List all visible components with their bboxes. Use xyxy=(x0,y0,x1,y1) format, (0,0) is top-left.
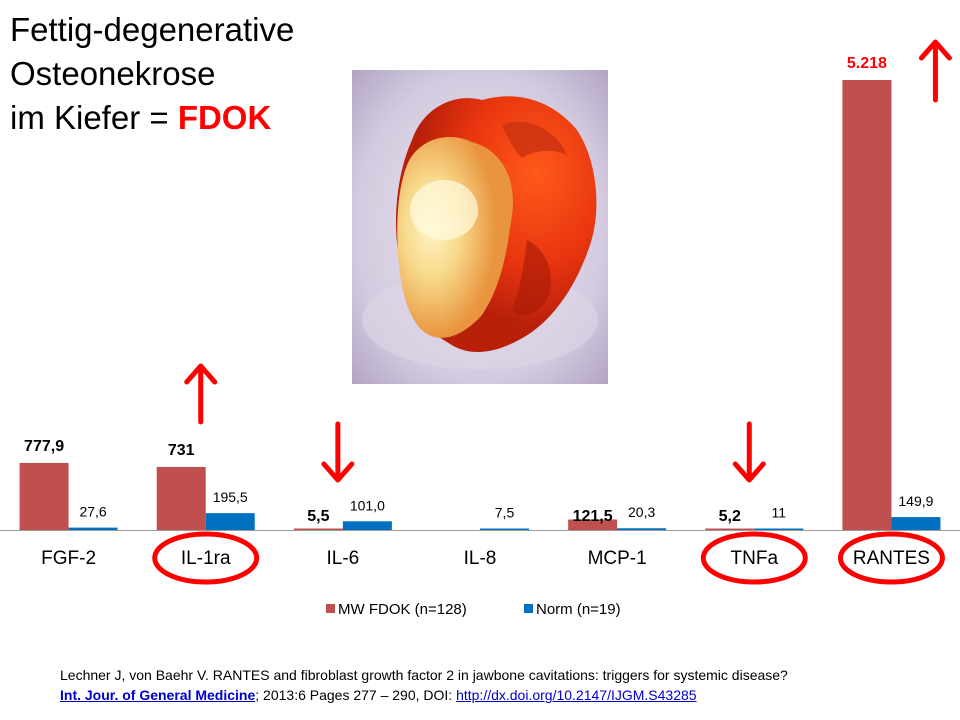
title-accent-fdok: FDOK xyxy=(177,99,272,136)
bar-mcp-1-fdok xyxy=(568,519,618,530)
slide-title: Fettig-degenerative Osteonekrose im Kief… xyxy=(10,8,294,140)
category-label-fgf-2: FGF-2 xyxy=(41,548,96,569)
value-label-mcp-1-norm: 20,3 xyxy=(628,504,655,520)
citation: Lechner J, von Baehr V. RANTES and fibro… xyxy=(60,665,788,705)
value-label-rantes-norm: 149,9 xyxy=(898,493,933,509)
legend-item-norm: Norm (n=19) xyxy=(524,601,621,618)
citation-details: ; 2013:6 Pages 277 – 290, DOI: xyxy=(255,687,457,703)
value-label-tnfa-fdok: 5,2 xyxy=(719,508,741,525)
value-label-fgf-2-norm: 27,6 xyxy=(79,504,106,520)
bar-il-1ra-norm xyxy=(205,513,255,530)
category-label-mcp-1: MCP-1 xyxy=(588,548,647,569)
bar-rantes-norm xyxy=(891,517,941,530)
value-label-fgf-2-fdok: 777,9 xyxy=(24,438,64,455)
value-label-il-1ra-fdok: 731 xyxy=(168,442,195,459)
value-label-mcp-1-fdok: 121,5 xyxy=(573,508,613,525)
category-label-il-8: IL-8 xyxy=(464,548,497,569)
bar-il-1ra-fdok xyxy=(156,466,206,530)
x-axis-category-labels: FGF-2 IL-1ra IL-6 IL-8 MCP-1 TNFa RANTES xyxy=(41,548,930,569)
arrow-up-il-1ra xyxy=(184,363,218,425)
bar-tnfa-fdok xyxy=(705,528,755,530)
arrow-head xyxy=(321,461,355,483)
highlight-circle-tnfa xyxy=(700,531,808,585)
bar-il-6-norm xyxy=(342,521,392,530)
value-label-il-1ra-norm: 195,5 xyxy=(213,489,248,505)
value-label-il-6-fdok: 5,5 xyxy=(307,508,329,525)
title-line-1: Fettig-degenerative xyxy=(10,11,295,48)
bar-fgf-2-norm xyxy=(68,527,118,530)
bar-il-6-fdok xyxy=(293,528,343,530)
citation-source-line: Int. Jour. of General Medicine; 2013:6 P… xyxy=(60,685,788,705)
value-label-il-6-norm: 101,0 xyxy=(350,497,385,513)
legend-item-fdok: MW FDOK (n=128) xyxy=(326,601,467,618)
bar-tnfa-norm xyxy=(754,528,804,530)
tissue-sample-photo xyxy=(352,70,608,384)
arrow-down-tnfa xyxy=(732,421,766,483)
bar-mcp-1-norm xyxy=(617,528,667,530)
bar-fgf-2-fdok xyxy=(19,462,69,530)
journal-link[interactable]: Int. Jour. of General Medicine xyxy=(60,687,256,703)
bar-il-8-norm xyxy=(480,528,529,530)
category-label-tnfa: TNFa xyxy=(731,548,779,569)
bar-rantes-fdok xyxy=(842,80,892,530)
category-label-rantes: RANTES xyxy=(853,548,930,569)
legend-swatch xyxy=(524,604,533,613)
title-line-3: im Kiefer = FDOK xyxy=(10,96,294,140)
arrow-down-il-6 xyxy=(321,421,355,483)
legend-label: Norm (n=19) xyxy=(536,601,621,618)
value-label-rantes-fdok: 5.218 xyxy=(847,55,887,72)
arrow-head xyxy=(918,39,952,61)
title-line-3-prefix: im Kiefer = xyxy=(10,99,178,136)
doi-link[interactable]: http://dx.doi.org/10.2147/IJGM.S43285 xyxy=(456,687,697,703)
arrow-head xyxy=(184,363,218,385)
highlight-circle-il-1ra xyxy=(152,531,260,585)
value-label-il-8-norm: 7,5 xyxy=(495,505,515,521)
legend-label: MW FDOK (n=128) xyxy=(338,601,467,618)
category-label-il-1ra: IL-1ra xyxy=(181,548,231,569)
title-line-2: Osteonekrose xyxy=(10,55,216,92)
category-label-il-6: IL-6 xyxy=(326,548,359,569)
highlight-circle-rantes xyxy=(837,531,945,585)
arrow-up-rantes xyxy=(918,39,952,103)
value-label-tnfa-norm: 11 xyxy=(772,505,787,521)
legend-swatch xyxy=(326,604,335,613)
citation-authors-title: Lechner J, von Baehr V. RANTES and fibro… xyxy=(60,667,788,683)
chart-legend: MW FDOK (n=128) Norm (n=19) xyxy=(326,601,621,618)
arrow-head xyxy=(732,461,766,483)
